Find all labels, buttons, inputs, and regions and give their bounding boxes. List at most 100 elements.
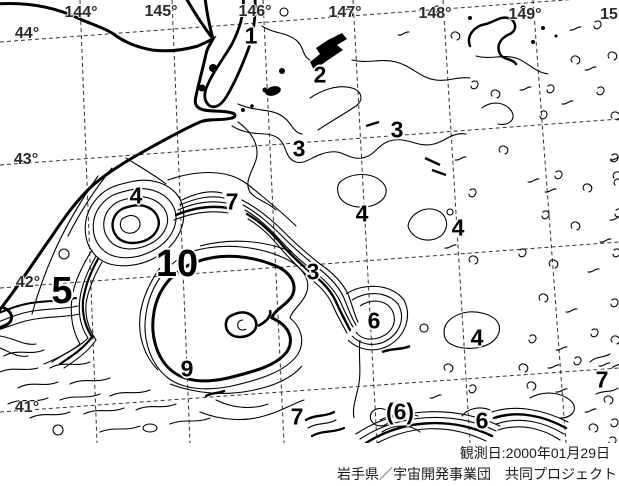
longitude-label: 145°	[144, 3, 178, 20]
contour-value-label: 1	[244, 22, 258, 49]
contour-fragment	[591, 329, 598, 337]
bottom-contours	[0, 336, 619, 443]
island-blob	[198, 84, 206, 92]
contour-fragment	[499, 146, 508, 154]
contour-value-label: 9	[180, 355, 194, 382]
longitude-label: 146°	[238, 3, 272, 20]
contour-fragment	[398, 32, 409, 35]
contour-fragment	[574, 357, 581, 365]
contour-fragment	[585, 67, 596, 70]
contour-fragment	[469, 256, 478, 264]
contour-fragment	[588, 269, 599, 272]
credit-line: 岩手県／宇宙開発事業団 共同プロジェクト	[337, 466, 617, 482]
contour-fragment	[610, 217, 619, 220]
meridian-line	[532, 0, 567, 443]
contour-fragment	[597, 87, 604, 95]
meridian-line	[352, 0, 378, 443]
longitude-label: 15	[600, 6, 618, 23]
contour-value-label: 4	[470, 324, 484, 351]
contour-value-label: (6)	[385, 398, 415, 425]
parallel-line	[0, 367, 619, 413]
contour-fragment	[613, 172, 619, 180]
contour-fragment	[611, 336, 619, 344]
contour-fragment	[611, 154, 618, 162]
island-fragment	[468, 16, 472, 20]
contour-fragment	[583, 184, 592, 192]
main-gyre-contour	[140, 241, 308, 393]
latitude-label: 42°	[15, 274, 41, 291]
contour-value-label: 7	[595, 366, 609, 393]
latitude-label: 41°	[14, 399, 40, 416]
contour-fragment	[609, 437, 616, 443]
contour-fragment	[555, 171, 562, 179]
island-habomai	[250, 104, 254, 108]
contour-fragment	[528, 179, 539, 182]
front-bundle	[168, 173, 358, 333]
island-urup	[469, 18, 516, 64]
contour-fragment	[594, 21, 601, 29]
longitude-label: 149°	[508, 6, 542, 23]
contour-fragment	[471, 81, 478, 89]
longitude-label: 148°	[418, 5, 452, 22]
contour-fragment	[520, 87, 531, 90]
island-fragment	[262, 87, 268, 93]
contour-fragment	[529, 335, 536, 343]
parallel-line	[0, 0, 572, 43]
contour-fragment	[599, 363, 610, 366]
contour-fragment	[604, 396, 613, 404]
parallel-line	[0, 118, 619, 166]
contour-fragment	[589, 424, 598, 432]
contour-fragment	[491, 90, 500, 98]
contour-value-label: 3	[292, 135, 306, 162]
contour-value-label: 7	[290, 403, 304, 430]
contour-fragment	[608, 52, 617, 60]
contour-fragment	[571, 56, 580, 64]
parallel-line	[0, 241, 619, 289]
island-shikotan	[265, 86, 281, 96]
contour-value-label: 2	[313, 61, 327, 88]
contour-fragment	[445, 245, 456, 248]
meridian-line	[442, 0, 471, 443]
contour-value-label: 3	[306, 258, 320, 285]
meridian-line	[79, 0, 98, 443]
contour-fragment	[549, 260, 558, 268]
contour-fragment	[431, 9, 438, 17]
contour-value-label: 7	[225, 188, 239, 215]
island-blob	[209, 64, 217, 72]
contour-fragment	[469, 385, 476, 393]
coastline-hokkaido	[0, 4, 235, 318]
contour-fragment	[455, 157, 466, 160]
island-fragment	[554, 34, 558, 38]
contour-value-label: 6	[367, 307, 381, 334]
contour-fragment	[542, 211, 549, 219]
contour-value-label: 4	[355, 200, 369, 227]
contour-fragments	[344, 9, 619, 443]
island-fragment	[520, 5, 526, 11]
contour-fragment	[451, 32, 460, 40]
contour-fragment	[570, 27, 581, 30]
longitude-label: 147°	[328, 4, 362, 21]
contour-fragment	[562, 101, 573, 104]
coastline-layer	[0, 0, 558, 330]
latitude-label: 44°	[14, 25, 40, 42]
island-kunashiri	[205, 0, 255, 107]
island-fragment	[541, 26, 545, 30]
contour-fragment	[547, 85, 554, 93]
contour-fragment	[430, 395, 441, 398]
contour-fragment	[611, 112, 619, 120]
contour-lines-layer	[0, 0, 619, 443]
contour-fragment	[519, 249, 526, 257]
contour-fragment	[519, 364, 528, 372]
contour-fragment	[585, 409, 596, 412]
contour-fragment	[556, 347, 567, 350]
contour-fragment	[611, 419, 618, 427]
contour-fragment	[539, 294, 548, 302]
contour-fragment	[571, 222, 580, 230]
island-habomai	[241, 108, 245, 112]
contour-fragment	[545, 189, 556, 192]
graticule-layer	[0, 0, 619, 443]
longitude-label: 144°	[64, 4, 98, 21]
peninsula-shiretoko	[186, 0, 213, 39]
contour-fragment	[444, 364, 453, 372]
